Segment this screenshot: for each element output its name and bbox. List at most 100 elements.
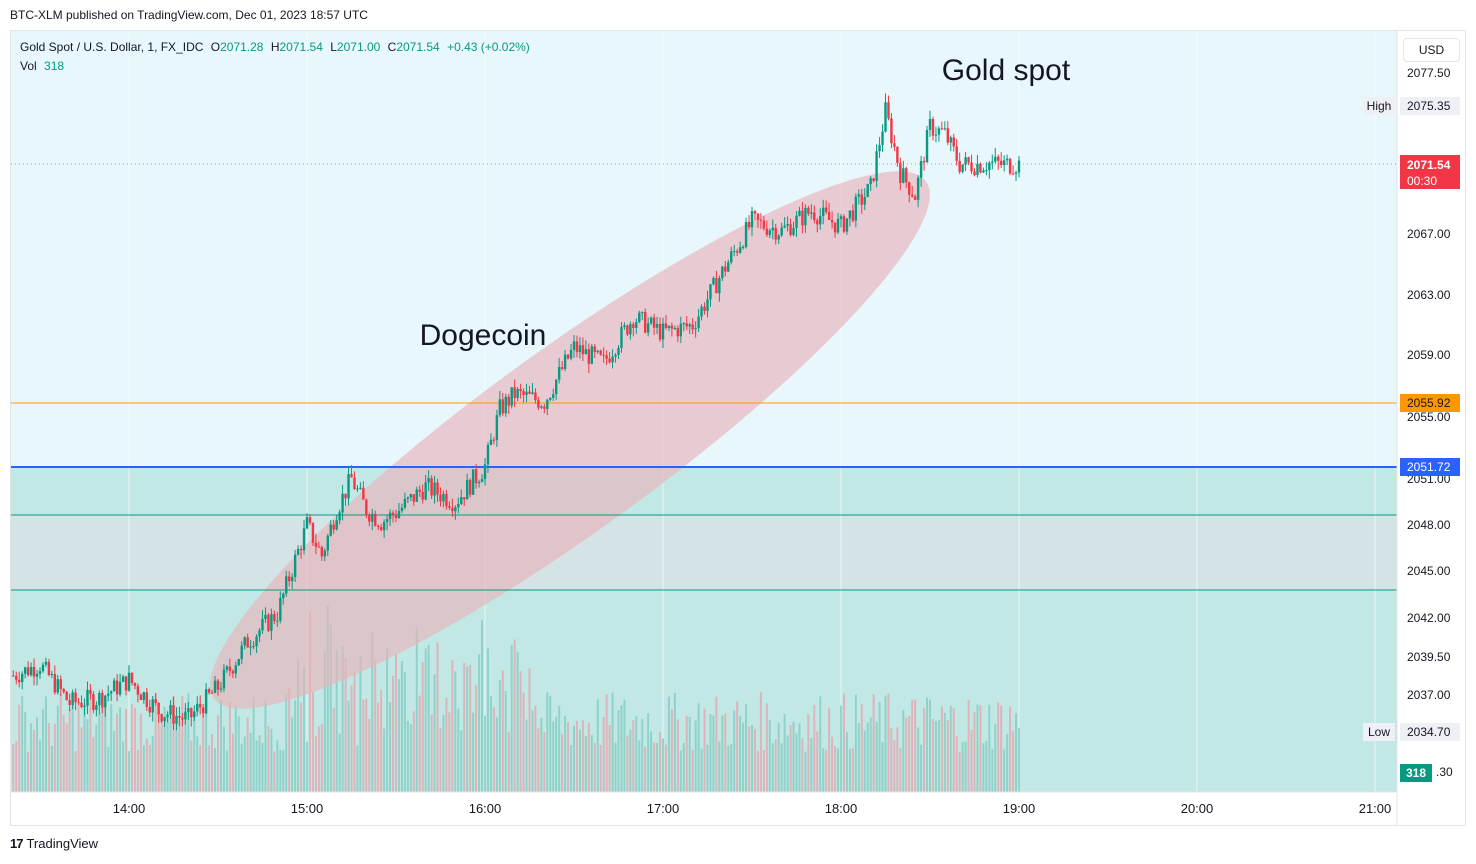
candle-body bbox=[157, 702, 160, 715]
volume-bar bbox=[291, 717, 294, 792]
candle-body bbox=[296, 548, 300, 555]
volume-bar bbox=[724, 713, 727, 792]
volume-bar bbox=[662, 738, 664, 792]
candle-body bbox=[121, 676, 125, 682]
volume-bar bbox=[979, 705, 982, 792]
volume-bar bbox=[691, 749, 694, 792]
candle-body bbox=[501, 399, 504, 414]
volume-bar bbox=[988, 704, 991, 792]
candle-body bbox=[196, 703, 199, 712]
candle-body bbox=[365, 499, 368, 516]
candle-body bbox=[471, 469, 475, 495]
volume-bar bbox=[608, 725, 611, 792]
volume-bar bbox=[531, 710, 534, 792]
candle-body bbox=[201, 707, 205, 714]
volume-bar bbox=[489, 696, 492, 792]
volume-bar bbox=[317, 726, 320, 792]
volume-bar bbox=[237, 716, 240, 792]
volume-bar bbox=[104, 696, 107, 792]
candle-body bbox=[738, 247, 742, 253]
volume-bar bbox=[240, 743, 243, 792]
volume-bar bbox=[214, 748, 217, 792]
volume-bar bbox=[638, 740, 641, 792]
currency-button[interactable]: USD bbox=[1403, 38, 1460, 62]
candle-body bbox=[240, 645, 243, 660]
candle-body bbox=[433, 482, 436, 496]
volume-bar bbox=[368, 718, 371, 792]
candle-body bbox=[569, 349, 573, 359]
volume-bar bbox=[139, 713, 142, 792]
candle-body bbox=[552, 394, 555, 398]
candle-body bbox=[74, 692, 77, 703]
volume-bar bbox=[18, 704, 21, 792]
candle-body bbox=[1017, 160, 1021, 173]
candle-body bbox=[454, 507, 457, 512]
volume-bar bbox=[430, 714, 433, 792]
candle-body bbox=[38, 671, 42, 674]
volume-bar bbox=[486, 648, 489, 792]
candle-body bbox=[682, 323, 685, 325]
candle-body bbox=[982, 170, 985, 173]
candle-body bbox=[314, 542, 318, 547]
candle-body bbox=[466, 479, 469, 500]
candle-body bbox=[95, 705, 98, 710]
volume-bar bbox=[810, 738, 813, 792]
legend-symbol[interactable]: Gold Spot / U.S. Dollar, 1, FX_IDC bbox=[20, 40, 204, 54]
candle-body bbox=[89, 689, 92, 695]
candle-body bbox=[916, 177, 920, 200]
volume-bar bbox=[848, 749, 851, 792]
candle-body bbox=[124, 676, 128, 691]
volume-bar bbox=[300, 702, 303, 792]
candle-body bbox=[145, 692, 148, 708]
candle-body bbox=[646, 323, 650, 333]
volume-bar bbox=[418, 695, 421, 792]
candle-body bbox=[813, 212, 816, 221]
candle-body bbox=[154, 699, 157, 703]
candle-body bbox=[525, 391, 528, 395]
volume-bar bbox=[457, 708, 460, 792]
volume-bar bbox=[840, 705, 842, 792]
candle-body bbox=[997, 156, 1000, 161]
candle-body bbox=[546, 399, 549, 409]
candle-body bbox=[685, 323, 688, 327]
candle-body bbox=[288, 576, 291, 582]
volume-bar bbox=[641, 719, 644, 792]
candle-body bbox=[934, 134, 938, 136]
candle-body bbox=[98, 692, 101, 706]
volume-bar bbox=[828, 708, 831, 792]
volume-bar bbox=[400, 660, 403, 792]
candle-body bbox=[477, 481, 481, 484]
volume-bar bbox=[424, 648, 427, 792]
candle-body bbox=[691, 324, 694, 330]
candle-body bbox=[44, 661, 48, 665]
annotation-gold-spot: Gold spot bbox=[942, 54, 1071, 87]
candle-body bbox=[418, 489, 421, 492]
x-tick-label: 18:00 bbox=[825, 801, 858, 816]
volume-bar bbox=[593, 743, 596, 792]
candle-body bbox=[919, 161, 923, 178]
volume-bar bbox=[703, 708, 706, 792]
candle-body bbox=[436, 482, 439, 495]
volume-bar bbox=[869, 717, 872, 792]
candle-body bbox=[513, 387, 516, 399]
y-tick-label: 2063.00 bbox=[1407, 288, 1451, 302]
candle-body bbox=[86, 689, 89, 706]
volume-bar bbox=[371, 632, 374, 792]
candle-body bbox=[29, 666, 33, 676]
candle-body bbox=[733, 251, 736, 253]
volume-bar bbox=[427, 644, 430, 792]
candle-body bbox=[193, 711, 196, 718]
current-price-badge[interactable] bbox=[1400, 155, 1460, 189]
footer-brand[interactable]: TradingView bbox=[26, 836, 99, 851]
candle-body bbox=[741, 247, 745, 249]
volume-badge bbox=[1400, 764, 1432, 782]
candle-body bbox=[602, 354, 605, 356]
candle-body bbox=[976, 163, 979, 175]
candle-body bbox=[658, 323, 662, 340]
candle-body bbox=[187, 708, 190, 712]
candle-body bbox=[323, 550, 326, 557]
candle-body bbox=[216, 680, 220, 690]
candle-body bbox=[15, 675, 18, 680]
highlight-ellipse bbox=[210, 171, 930, 709]
